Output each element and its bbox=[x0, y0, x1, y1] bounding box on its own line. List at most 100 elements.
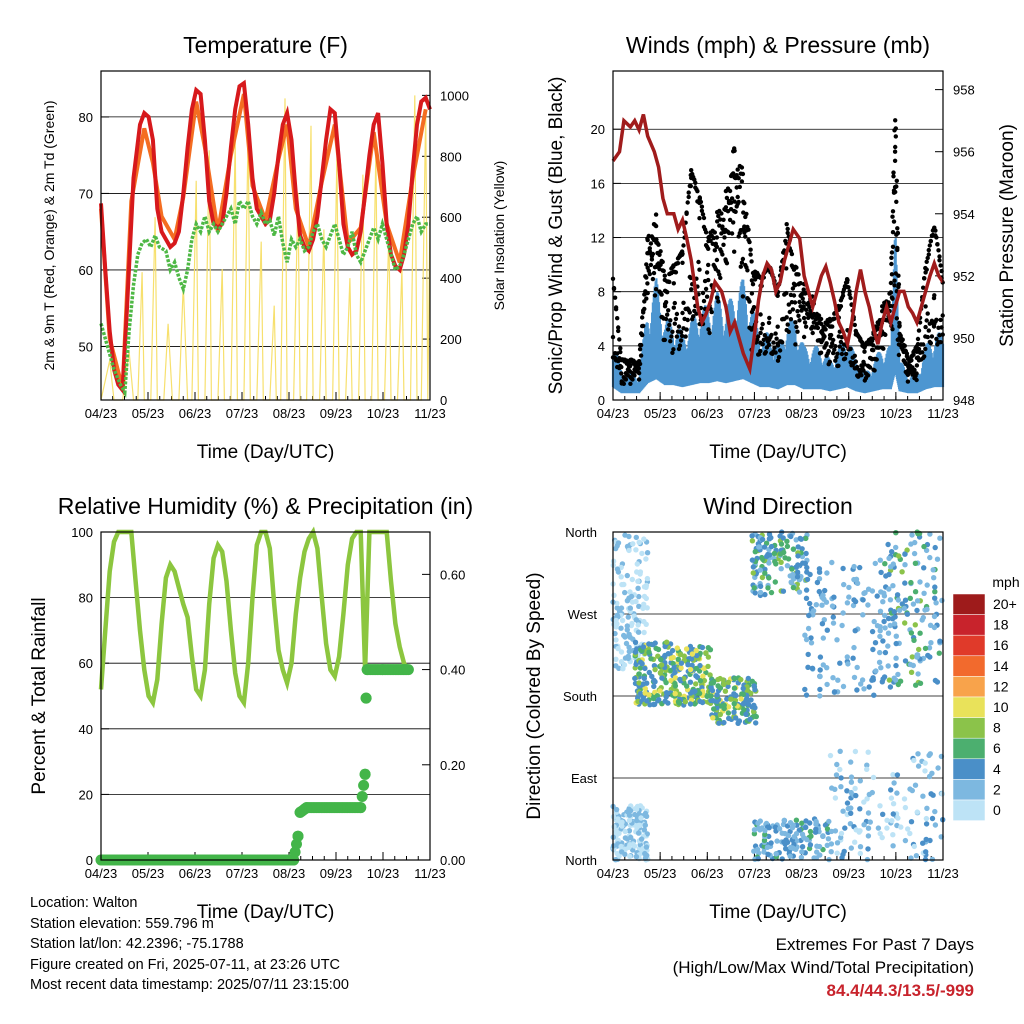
gust-point bbox=[706, 246, 711, 251]
y2-axis-label: Station Pressure (Maroon) bbox=[997, 124, 1018, 347]
gust-point bbox=[653, 223, 659, 229]
direction-point bbox=[721, 702, 727, 708]
gust-point bbox=[707, 330, 712, 336]
y2-tick-label: 200 bbox=[440, 332, 462, 347]
direction-point bbox=[790, 571, 796, 578]
gust-point bbox=[663, 300, 669, 305]
direction-point bbox=[642, 810, 649, 817]
direction-point bbox=[898, 824, 904, 830]
direction-point bbox=[844, 654, 850, 660]
gust-point bbox=[923, 324, 928, 330]
gust-point bbox=[894, 199, 899, 204]
direction-point bbox=[840, 808, 846, 814]
direction-point bbox=[780, 535, 786, 541]
gust-point bbox=[739, 179, 745, 184]
gust-point bbox=[789, 251, 795, 257]
direction-point bbox=[636, 671, 642, 677]
direction-point bbox=[633, 661, 639, 668]
direction-point bbox=[935, 765, 941, 771]
direction-point bbox=[888, 564, 894, 570]
direction-point bbox=[707, 672, 713, 678]
extremes-subheading: (High/Low/Max Wind/Total Precipitation) bbox=[672, 958, 974, 977]
direction-point bbox=[886, 677, 893, 683]
gust-point bbox=[871, 343, 876, 348]
direction-point bbox=[731, 709, 737, 715]
direction-point bbox=[640, 681, 647, 687]
gust-point bbox=[617, 337, 622, 342]
gust-point bbox=[840, 293, 846, 298]
direction-point bbox=[638, 815, 644, 821]
gust-point bbox=[662, 337, 667, 343]
gust-point bbox=[921, 285, 926, 290]
direction-point bbox=[902, 562, 908, 568]
gust-point bbox=[920, 350, 925, 355]
direction-point bbox=[623, 640, 630, 647]
direction-point bbox=[803, 824, 809, 831]
direction-point bbox=[899, 569, 905, 575]
gust-point bbox=[647, 271, 652, 277]
direction-point bbox=[738, 676, 744, 683]
y-tick-label: North bbox=[565, 525, 597, 540]
direction-point bbox=[822, 587, 828, 594]
direction-point bbox=[621, 632, 627, 639]
direction-point bbox=[640, 644, 647, 650]
direction-point bbox=[733, 692, 739, 699]
y2-tick-label: 800 bbox=[440, 149, 462, 164]
direction-point bbox=[876, 659, 883, 665]
gust-point bbox=[938, 263, 943, 268]
y2-tick-label: 1000 bbox=[440, 88, 469, 103]
direction-point bbox=[902, 597, 909, 603]
legend-label: 12 bbox=[993, 678, 1009, 694]
x-axis-label: Time (Day/UTC) bbox=[709, 442, 847, 463]
gust-point bbox=[720, 224, 725, 229]
gust-point bbox=[681, 243, 686, 248]
direction-point bbox=[664, 639, 670, 645]
gust-point bbox=[876, 345, 881, 350]
gust-point bbox=[628, 381, 633, 386]
gust-point bbox=[673, 316, 679, 322]
direction-point bbox=[878, 665, 884, 671]
direction-point bbox=[889, 818, 895, 824]
gust-point bbox=[924, 318, 929, 323]
direction-point bbox=[622, 828, 628, 835]
gust-point bbox=[645, 281, 650, 286]
gust-point bbox=[774, 336, 779, 341]
gust-point bbox=[828, 344, 834, 349]
direction-point bbox=[853, 792, 859, 799]
gust-point bbox=[618, 346, 623, 351]
gust-point bbox=[668, 318, 673, 323]
gust-point bbox=[712, 248, 717, 253]
gust-point bbox=[827, 359, 832, 364]
gust-point bbox=[687, 310, 692, 315]
gust-point bbox=[922, 276, 927, 281]
direction-point bbox=[749, 538, 756, 544]
direction-point bbox=[817, 686, 823, 693]
direction-point bbox=[725, 679, 732, 685]
direction-point bbox=[784, 538, 790, 544]
direction-point bbox=[890, 832, 896, 838]
gust-point bbox=[775, 343, 781, 348]
x-tick-label: 06/23 bbox=[179, 866, 212, 881]
gust-point bbox=[766, 342, 772, 348]
direction-point bbox=[635, 622, 641, 628]
gust-point bbox=[785, 230, 790, 236]
gust-point bbox=[653, 287, 659, 292]
gust-point bbox=[832, 316, 837, 321]
direction-point bbox=[701, 677, 708, 684]
gust-point bbox=[771, 340, 776, 345]
direction-point bbox=[672, 669, 678, 675]
direction-point bbox=[805, 651, 811, 658]
direction-point bbox=[697, 678, 704, 684]
direction-point bbox=[761, 849, 767, 855]
direction-point bbox=[924, 582, 930, 588]
direction-point bbox=[721, 719, 727, 726]
gust-point bbox=[893, 134, 898, 139]
direction-point bbox=[641, 618, 647, 625]
direction-point bbox=[750, 564, 757, 570]
gust-point bbox=[698, 199, 704, 205]
direction-point bbox=[682, 699, 689, 705]
gust-point bbox=[775, 324, 780, 329]
gust-point bbox=[648, 262, 654, 268]
gust-point bbox=[937, 258, 942, 263]
gust-point bbox=[894, 178, 899, 183]
